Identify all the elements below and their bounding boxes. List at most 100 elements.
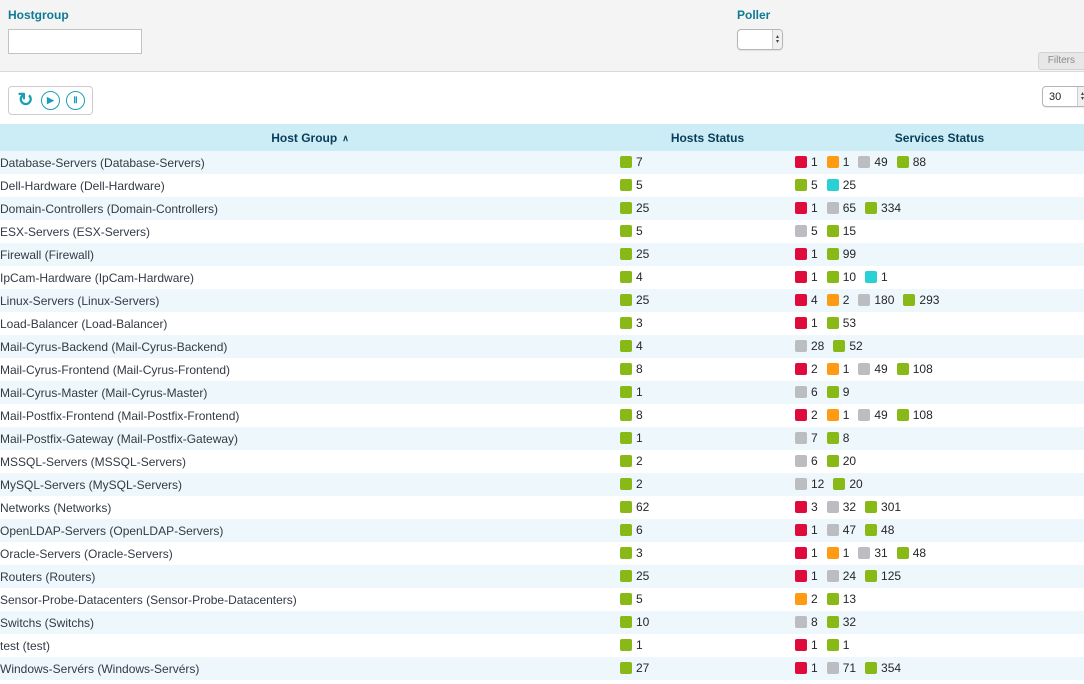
status-badge-warning: 2: [795, 592, 818, 606]
hostgroup-name[interactable]: Switchs (Switchs): [0, 615, 95, 630]
status-badge-unknown: 12: [795, 477, 824, 491]
status-square-unknown-icon: [795, 385, 807, 398]
status-square-unknown-icon: [826, 523, 839, 536]
status-count: 6: [811, 453, 818, 468]
poller-filter: Poller ▴ ▾: [737, 8, 784, 52]
status-count: 27: [636, 660, 650, 675]
status-square-unknown-icon: [826, 661, 839, 674]
hostgroup-name[interactable]: Sensor-Probe-Datacenters (Sensor-Probe-D…: [0, 592, 297, 607]
status-square-ok-icon: [620, 247, 632, 260]
column-header-services-status[interactable]: Services Status: [795, 124, 1084, 151]
hostgroup-name[interactable]: Mail-Cyrus-Frontend (Mail-Cyrus-Frontend…: [0, 362, 231, 377]
status-square-warning-icon: [795, 592, 807, 605]
status-badge-ok: 3: [620, 316, 643, 330]
status-count: 8: [811, 614, 818, 629]
status-count: 49: [874, 154, 888, 169]
hostgroup-name[interactable]: Mail-Postfix-Gateway (Mail-Postfix-Gatew…: [0, 431, 239, 446]
status-count: 1: [811, 200, 818, 215]
refresh-icon[interactable]: ↻: [17, 90, 34, 111]
hostgroup-filter: Hostgroup: [8, 8, 142, 54]
hostgroup-name[interactable]: Linux-Servers (Linux-Servers): [0, 293, 160, 308]
hostgroup-name[interactable]: MySQL-Servers (MySQL-Servers): [0, 477, 183, 492]
status-count: 8: [842, 430, 850, 445]
hosts-status-cell: 8: [620, 404, 795, 427]
hostgroup-name[interactable]: ESX-Servers (ESX-Servers): [0, 224, 151, 239]
table-row: test (test) 1 1 1: [0, 634, 1084, 657]
hostgroup-name[interactable]: Load-Balancer (Load-Balancer): [0, 316, 168, 331]
status-count: 2: [842, 292, 850, 307]
status-square-ok-icon: [826, 224, 839, 237]
select-steppers-icon: ▴ ▾: [1076, 87, 1084, 106]
status-badge-ok: 354: [865, 661, 901, 675]
page-size-select[interactable]: 30 ▴ ▾: [1041, 86, 1084, 107]
hostgroup-name[interactable]: OpenLDAP-Servers (OpenLDAP-Servers): [0, 523, 224, 538]
status-square-ok-icon: [826, 385, 839, 398]
status-count: 1: [811, 568, 818, 583]
status-badge-unknown: 32: [826, 500, 856, 514]
status-count: 12: [811, 476, 825, 491]
hostgroup-name[interactable]: Networks (Networks): [0, 500, 112, 515]
column-header-hosts-status[interactable]: Hosts Status: [620, 124, 795, 151]
status-square-ok-icon: [620, 569, 632, 582]
hostgroup-table: Host Group ∧ Hosts Status Services Status…: [0, 124, 1084, 680]
hostgroup-name[interactable]: Firewall (Firewall): [0, 247, 95, 262]
status-badge-unknown: 49: [858, 362, 888, 376]
status-count: 1: [811, 154, 818, 169]
status-badge-ok: 2: [620, 454, 643, 468]
table-row: Mail-Cyrus-Frontend (Mail-Cyrus-Frontend…: [0, 358, 1084, 381]
hostgroup-name[interactable]: Dell-Hardware (Dell-Hardware): [0, 178, 165, 193]
hostgroup-input[interactable]: [8, 29, 142, 54]
hostgroup-name[interactable]: Mail-Postfix-Frontend (Mail-Postfix-Fron…: [0, 408, 240, 423]
status-square-ok-icon: [865, 569, 878, 582]
status-count: 1: [636, 384, 643, 399]
hosts-status-cell: 25: [620, 197, 795, 220]
status-square-warning-icon: [826, 362, 839, 375]
hostgroup-name[interactable]: Mail-Cyrus-Master (Mail-Cyrus-Master): [0, 385, 208, 400]
sort-asc-icon: ∧: [342, 132, 349, 143]
status-square-warning-icon: [826, 155, 839, 168]
pause-icon[interactable]: Ⅱ: [66, 91, 85, 110]
status-badge-ok: 48: [896, 546, 926, 560]
status-count: 334: [881, 200, 902, 215]
status-badge-ok: 88: [896, 155, 926, 169]
hosts-status-cell: 6: [620, 519, 795, 542]
status-square-warning-icon: [826, 546, 839, 559]
toolbar: ↻ ▶ Ⅱ 30 ▴ ▾: [0, 72, 1084, 124]
status-badge-ok: 8: [620, 408, 643, 422]
hostgroup-name[interactable]: Database-Servers (Database-Servers): [0, 155, 205, 170]
hostgroup-name[interactable]: IpCam-Hardware (IpCam-Hardware): [0, 270, 195, 285]
hostgroup-name[interactable]: Oracle-Servers (Oracle-Servers): [0, 546, 173, 561]
status-count: 1: [811, 246, 818, 261]
status-badge-ok: 108: [896, 408, 933, 422]
status-badge-unknown: 47: [826, 523, 856, 537]
status-square-critical-icon: [795, 155, 807, 168]
status-count: 25: [636, 200, 650, 215]
status-count: 1: [636, 430, 643, 445]
play-icon[interactable]: ▶: [41, 91, 60, 110]
status-square-ok-icon: [620, 224, 632, 237]
poller-select[interactable]: ▴ ▾: [737, 29, 784, 50]
status-square-pending-icon: [865, 270, 878, 283]
status-badge-ok: 25: [620, 569, 649, 583]
hostgroup-name[interactable]: test (test): [0, 638, 51, 653]
hostgroup-name[interactable]: Routers (Routers): [0, 569, 96, 584]
status-badge-critical: 4: [795, 293, 818, 307]
status-count: 1: [811, 269, 818, 284]
status-square-unknown-icon: [795, 615, 807, 628]
column-header-host-group[interactable]: Host Group ∧: [0, 124, 620, 151]
services-status-cell: 1 10 1: [795, 266, 1084, 289]
services-status-cell: 1 1 49 88: [795, 151, 1084, 174]
hostgroup-name[interactable]: Windows-Servérs (Windows-Servérs): [0, 661, 200, 676]
status-count: 1: [842, 407, 850, 422]
status-badge-ok: 1: [620, 431, 643, 445]
filters-button[interactable]: Filters: [1037, 52, 1084, 70]
status-badge-ok: 8: [826, 430, 850, 445]
hostgroup-name[interactable]: Domain-Controllers (Domain-Controllers): [0, 201, 219, 216]
status-badge-critical: 2: [795, 362, 818, 376]
hosts-status-cell: 1: [620, 634, 795, 657]
hostgroup-name[interactable]: Mail-Cyrus-Backend (Mail-Cyrus-Backend): [0, 339, 228, 354]
hostgroup-name[interactable]: MSSQL-Servers (MSSQL-Servers): [0, 454, 187, 469]
table-row: Mail-Cyrus-Backend (Mail-Cyrus-Backend) 4…: [0, 335, 1084, 358]
hostgroup-label: Hostgroup: [8, 8, 69, 22]
status-badge-ok: 7: [620, 155, 643, 169]
